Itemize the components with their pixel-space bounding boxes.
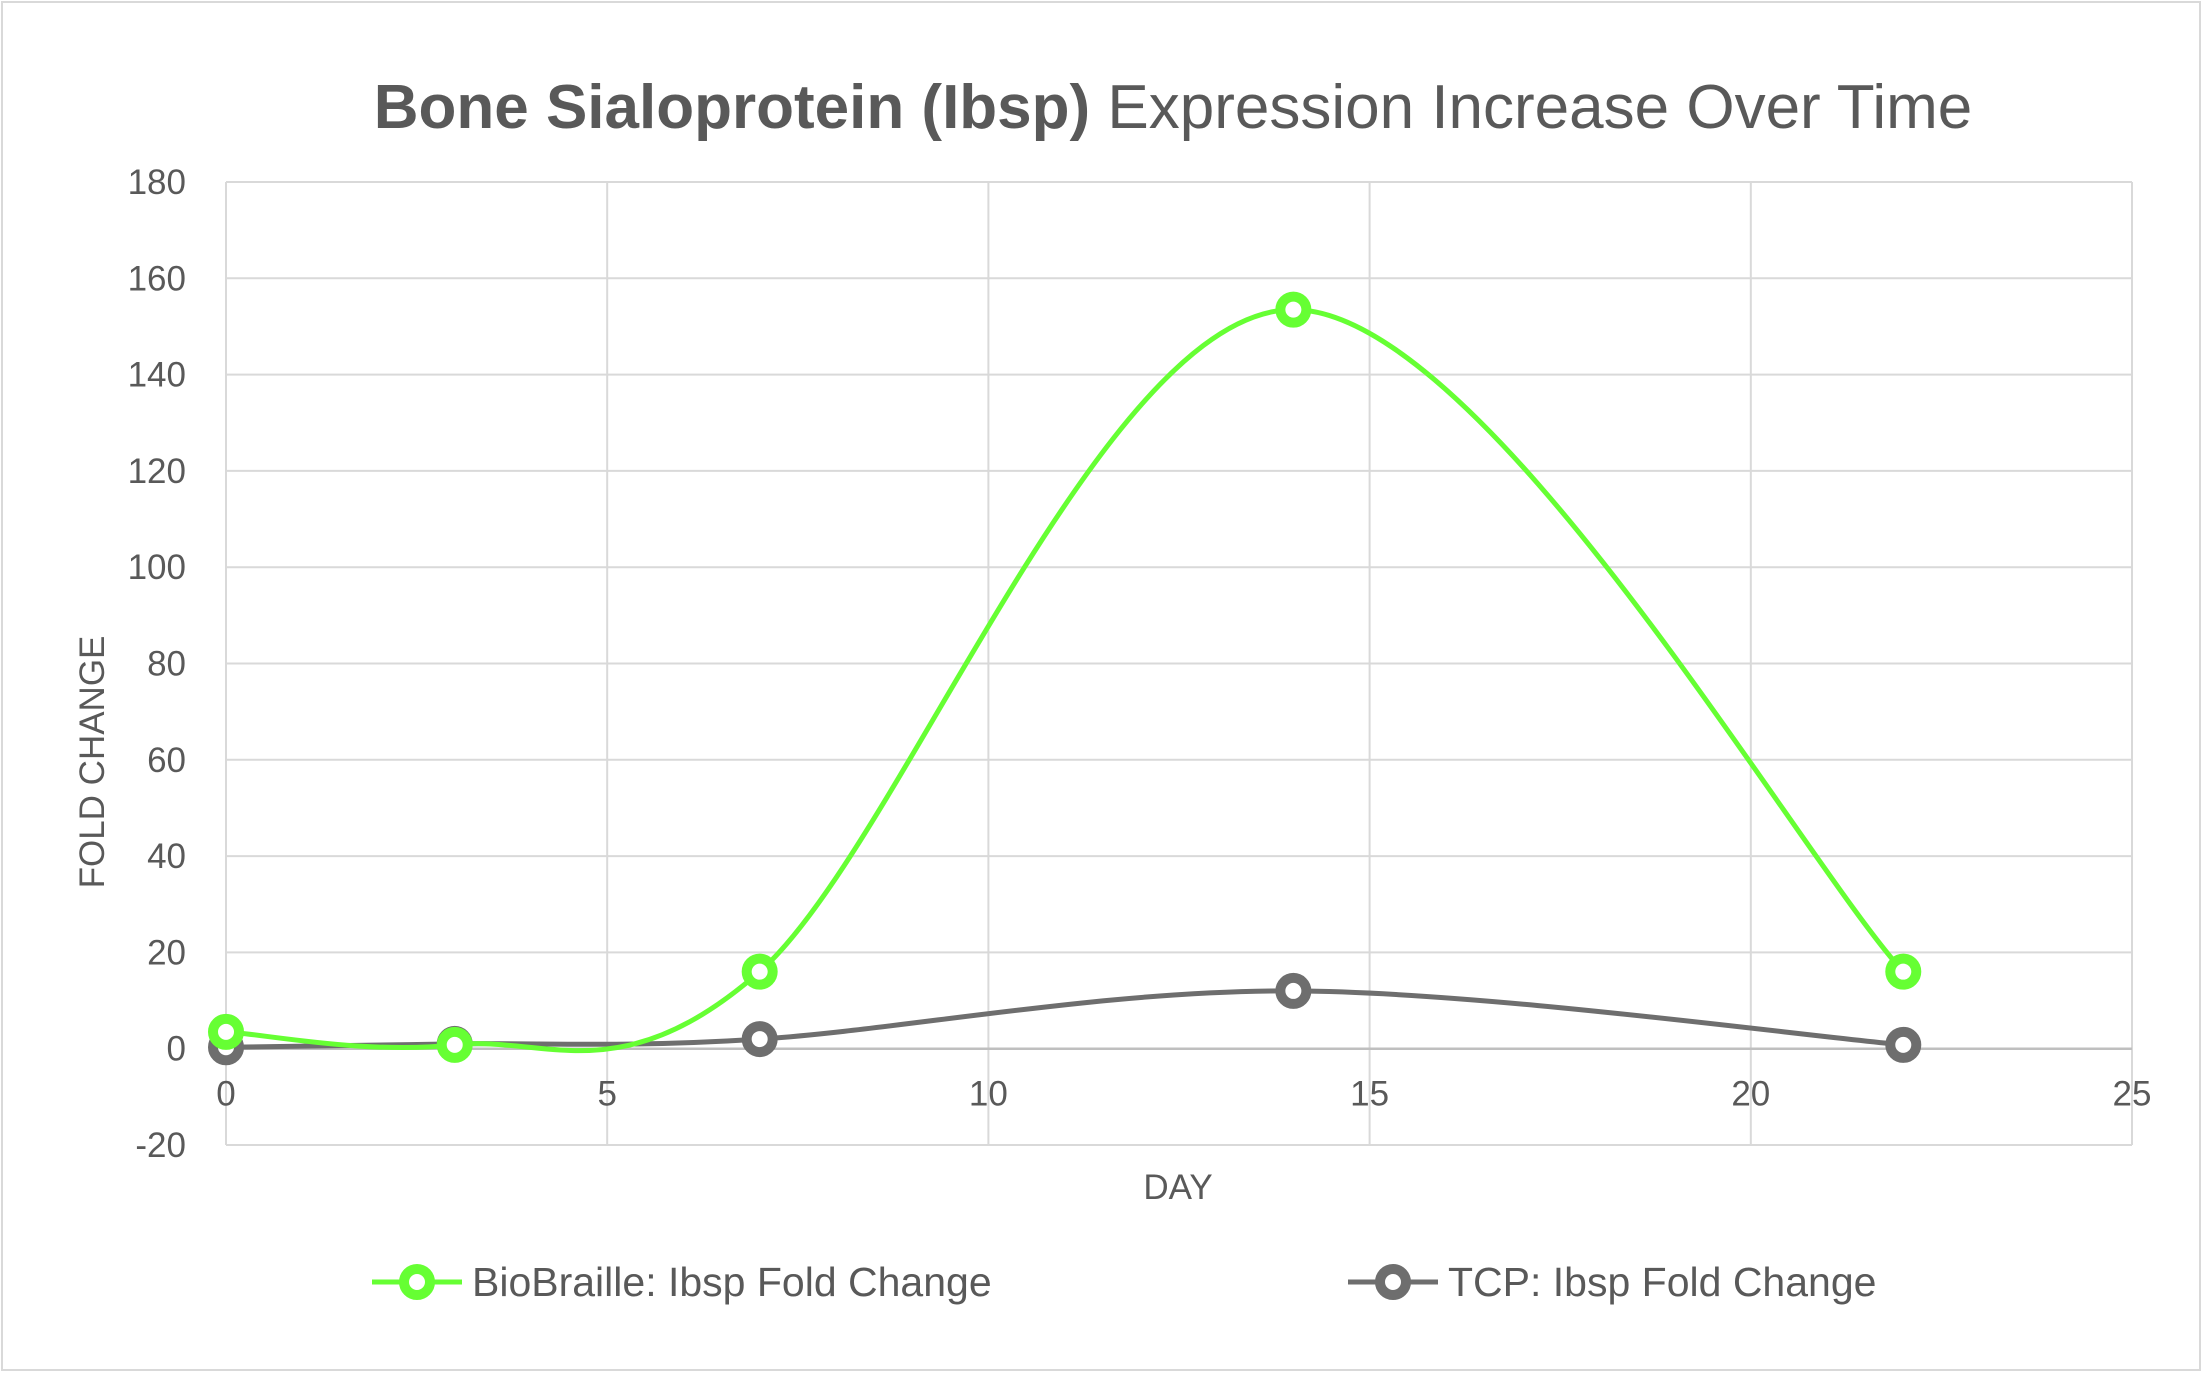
y-tick-label: 180 — [128, 163, 186, 202]
y-tick-label: 60 — [147, 741, 186, 780]
data-point — [208, 1013, 244, 1050]
data-point — [741, 1021, 778, 1058]
chart-title-rest: Expression Increase Over Time — [1090, 73, 1972, 142]
series-line — [223, 988, 1906, 1050]
x-tick-label: 20 — [1731, 1075, 1770, 1114]
legend-item: BioBraille: Ibsp Fold Change — [372, 1259, 992, 1305]
data-point — [436, 1026, 473, 1063]
data-point — [1275, 972, 1312, 1009]
chart-title: Bone Sialoprotein (Ibsp) Expression Incr… — [374, 73, 1973, 142]
legend-marker — [399, 1264, 435, 1300]
legend-marker — [1375, 1264, 1411, 1300]
data-point — [1885, 953, 1922, 990]
series-0 — [208, 291, 1922, 1063]
y-tick-label: 100 — [128, 548, 186, 587]
y-tick-label: 120 — [128, 452, 186, 491]
x-tick-label: 5 — [597, 1075, 616, 1114]
data-point — [741, 953, 778, 990]
data-point — [1275, 291, 1312, 328]
x-tick-label: 15 — [1350, 1075, 1389, 1114]
chart-title-bold: Bone Sialoprotein (Ibsp) — [374, 73, 1090, 142]
data-point — [1885, 1026, 1922, 1063]
y-tick-label: 40 — [147, 837, 186, 876]
y-tick-label: 160 — [128, 259, 186, 298]
gridlines — [225, 181, 2133, 1146]
y-tick-label: 20 — [147, 933, 186, 972]
legend: BioBraille: Ibsp Fold Change TCP: Ibsp Fo… — [372, 1259, 1876, 1305]
x-tick-label: 0 — [216, 1075, 235, 1114]
x-tick-label: 25 — [2113, 1075, 2152, 1114]
y-tick-label: -20 — [135, 1126, 186, 1165]
legend-label: TCP: Ibsp Fold Change — [1448, 1259, 1876, 1305]
y-tick-label: 0 — [167, 1030, 186, 1069]
y-axis-title: FOLD CHANGE — [73, 636, 112, 889]
legend-item: TCP: Ibsp Fold Change — [1348, 1259, 1876, 1305]
x-axis-title: DAY — [1143, 1168, 1212, 1207]
legend-label: BioBraille: Ibsp Fold Change — [472, 1259, 992, 1305]
axes: -20 0 20 40 60 80 100 120 140 160 180 0 5 10 15 20 25 — [128, 163, 2152, 1165]
series-layer — [208, 291, 1922, 1066]
y-tick-label: 140 — [128, 356, 186, 395]
series-line — [223, 307, 1906, 1054]
x-tick-label: 10 — [969, 1075, 1008, 1114]
y-tick-label: 80 — [147, 645, 186, 684]
